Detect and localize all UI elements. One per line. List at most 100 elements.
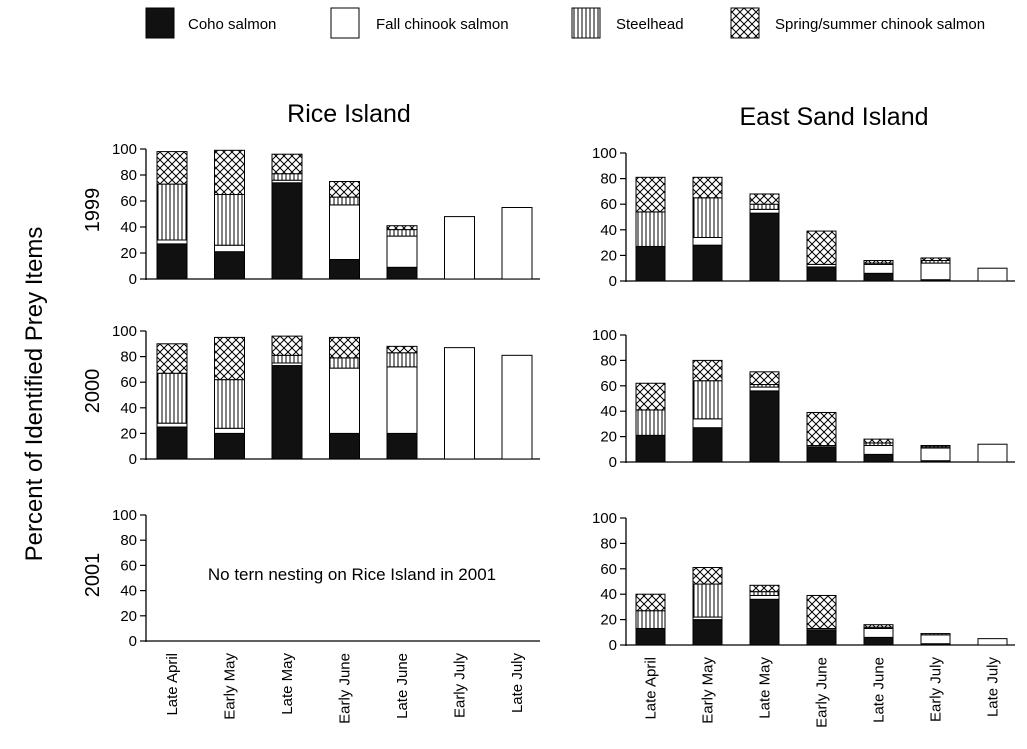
bar-east-sand-island-2001-early-june-spring-summer-chinook-salmon (806, 594, 837, 629)
y-tick-label-rice-island-2001-0: 0 (129, 633, 137, 650)
x-category-label-rice-island-early-june: Early June (337, 653, 354, 724)
bar-rice-island-1999-late-april-coho-salmon (156, 243, 188, 280)
y-tick-label-rice-island-2000-80: 80 (120, 349, 137, 366)
bar-east-sand-island-1999-late-june-fall-chinook-salmon (863, 263, 894, 274)
y-axis-label: Percent of Identified Prey Items (21, 227, 48, 562)
bar-east-sand-island-1999-early-july-fall-chinook-salmon (920, 262, 951, 281)
bar-rice-island-2000-late-june-spring-summer-chinook-salmon (386, 345, 418, 354)
bar-east-sand-island-2001-late-june-spring-summer-chinook-salmon (863, 624, 894, 628)
bar-east-sand-island-2000-early-july-spring-summer-chinook-salmon (920, 444, 951, 448)
y-tick-label-rice-island-2000-20: 20 (120, 425, 137, 442)
x-category-label-east-sand-island-early-july: Early July (928, 657, 945, 723)
bar-rice-island-1999-late-april-steelhead (156, 183, 188, 241)
y-tick-label-east-sand-island-1999-0: 0 (609, 273, 617, 290)
bar-rice-island-2000-early-may-steelhead (214, 379, 245, 429)
x-category-label-rice-island-late-july: Late July (509, 653, 526, 714)
y-tick-label-east-sand-island-2001-20: 20 (600, 612, 617, 629)
bar-rice-island-1999-early-july-fall-chinook-salmon (444, 216, 475, 280)
y-tick-label-east-sand-island-2000-80: 80 (600, 352, 617, 369)
bar-rice-island-1999-early-may-coho-salmon (214, 251, 245, 280)
bar-rice-island-2000-early-july-fall-chinook-salmon (444, 347, 475, 460)
legend-swatch-steelhead (571, 7, 601, 39)
year-label-1999: 1999 (82, 188, 104, 233)
bar-rice-island-1999-late-may-steelhead (271, 173, 303, 181)
bar-east-sand-island-2001-early-july-steelhead (920, 633, 951, 636)
x-category-label-rice-island-late-april: Late April (164, 653, 181, 716)
x-category-label-east-sand-island-late-july: Late July (985, 657, 1002, 718)
bar-east-sand-island-1999-early-july-spring-summer-chinook-salmon (920, 257, 951, 262)
legend-item-spring-summer-chinook: Spring/summer chinook salmon (730, 7, 985, 39)
x-category-label-east-sand-island-late-april: Late April (643, 657, 660, 720)
bar-east-sand-island-2001-late-april-coho-salmon (635, 627, 666, 646)
y-tick-label-rice-island-2001-60: 60 (120, 557, 137, 574)
bar-east-sand-island-1999-late-may-steelhead (749, 203, 780, 210)
bar-east-sand-island-2001-late-july-fall-chinook-salmon (977, 638, 1008, 646)
legend-label-fall-chinook: Fall chinook salmon (376, 16, 509, 33)
y-tick-label-rice-island-1999-40: 40 (120, 219, 137, 236)
y-tick-label-east-sand-island-1999-20: 20 (600, 247, 617, 264)
bar-east-sand-island-1999-late-june-spring-summer-chinook-salmon (863, 260, 894, 264)
bar-east-sand-island-2000-late-june-coho-salmon (863, 453, 894, 463)
column-title-east-sand-island: East Sand Island (739, 103, 928, 131)
bar-east-sand-island-2001-early-may-steelhead (692, 583, 723, 618)
y-tick-label-east-sand-island-2000-20: 20 (600, 429, 617, 446)
bar-rice-island-2000-early-may-spring-summer-chinook-salmon (214, 336, 245, 381)
bar-rice-island-1999-late-june-steelhead (386, 229, 418, 237)
bar-rice-island-2000-early-may-coho-salmon (214, 432, 245, 460)
bar-east-sand-island-2000-late-april-coho-salmon (635, 434, 666, 463)
bar-east-sand-island-2000-late-may-fall-chinook-salmon (749, 386, 780, 392)
bar-rice-island-1999-late-may-spring-summer-chinook-salmon (271, 153, 303, 175)
bar-rice-island-2000-early-june-fall-chinook-salmon (329, 367, 360, 434)
y-tick-label-rice-island-2001-80: 80 (120, 532, 137, 549)
y-tick-label-rice-island-2001-20: 20 (120, 608, 137, 625)
y-tick-label-east-sand-island-2000-0: 0 (609, 454, 617, 471)
y-tick-label-east-sand-island-2000-40: 40 (600, 403, 617, 420)
panel-east-sand-island-1999: 0 20 40 60 80 100 (592, 145, 1015, 290)
bar-rice-island-1999-late-april-spring-summer-chinook-salmon (156, 151, 188, 185)
bar-east-sand-island-2001-early-may-coho-salmon (692, 619, 723, 646)
bar-rice-island-2000-late-may-spring-summer-chinook-salmon (271, 335, 303, 356)
legend-label-steelhead: Steelhead (616, 16, 684, 33)
bar-rice-island-1999-early-june-fall-chinook-salmon (329, 204, 360, 260)
y-tick-label-rice-island-1999-60: 60 (120, 193, 137, 210)
bar-rice-island-1999-late-july-fall-chinook-salmon (501, 207, 533, 280)
bar-rice-island-2000-late-may-steelhead (271, 354, 303, 364)
y-tick-label-east-sand-island-2000-100: 100 (592, 327, 617, 344)
x-category-label-rice-island-late-june: Late June (394, 653, 411, 719)
bar-rice-island-2000-late-may-coho-salmon (271, 365, 303, 460)
bar-east-sand-island-2000-early-may-fall-chinook-salmon (692, 418, 723, 429)
y-tick-label-rice-island-1999-20: 20 (120, 245, 137, 262)
bar-rice-island-2000-late-june-coho-salmon (386, 432, 418, 460)
panel-east-sand-island-2001: 0 20 40 60 80 100 (592, 510, 1015, 654)
y-tick-label-rice-island-2000-40: 40 (120, 400, 137, 417)
legend: Coho salmon Fall chinook salmon Steelhea… (145, 7, 985, 39)
bar-rice-island-2000-late-june-fall-chinook-salmon (386, 366, 418, 434)
bar-rice-island-2000-early-june-coho-salmon (329, 432, 360, 460)
y-tick-label-east-sand-island-1999-100: 100 (592, 145, 617, 162)
y-tick-label-rice-island-2000-60: 60 (120, 374, 137, 391)
bar-east-sand-island-2001-late-april-steelhead (635, 610, 666, 629)
bar-east-sand-island-2001-late-may-steelhead (749, 591, 780, 596)
bar-east-sand-island-2001-early-may-spring-summer-chinook-salmon (692, 567, 723, 585)
legend-item-coho: Coho salmon (145, 7, 276, 39)
y-tick-label-east-sand-island-2001-100: 100 (592, 510, 617, 527)
no-nesting-note: No tern nesting on Rice Island in 2001 (208, 565, 496, 584)
panel-rice-island-2000: 0 20 40 60 80 100 (112, 323, 540, 468)
bar-east-sand-island-1999-late-may-spring-summer-chinook-salmon (749, 193, 780, 205)
bar-rice-island-1999-early-may-fall-chinook-salmon (214, 244, 245, 253)
legend-swatch-coho (145, 7, 175, 39)
y-tick-label-rice-island-1999-0: 0 (129, 271, 137, 288)
bar-rice-island-1999-late-may-coho-salmon (271, 182, 303, 280)
bar-east-sand-island-2000-late-july-fall-chinook-salmon (977, 443, 1008, 463)
bar-east-sand-island-1999-early-june-spring-summer-chinook-salmon (806, 230, 837, 265)
bar-rice-island-1999-late-june-fall-chinook-salmon (386, 235, 418, 268)
bar-rice-island-2000-early-june-steelhead (329, 357, 360, 369)
legend-swatch-spring-summer-chinook (730, 7, 760, 39)
bar-east-sand-island-2001-early-july-fall-chinook-salmon (920, 634, 951, 645)
y-tick-label-east-sand-island-2001-40: 40 (600, 586, 617, 603)
bar-east-sand-island-2000-late-april-spring-summer-chinook-salmon (635, 382, 666, 411)
bar-east-sand-island-1999-late-april-steelhead (635, 211, 666, 247)
y-tick-label-east-sand-island-2001-60: 60 (600, 561, 617, 578)
y-tick-label-rice-island-2000-100: 100 (112, 323, 137, 340)
bar-east-sand-island-1999-early-may-coho-salmon (692, 244, 723, 282)
